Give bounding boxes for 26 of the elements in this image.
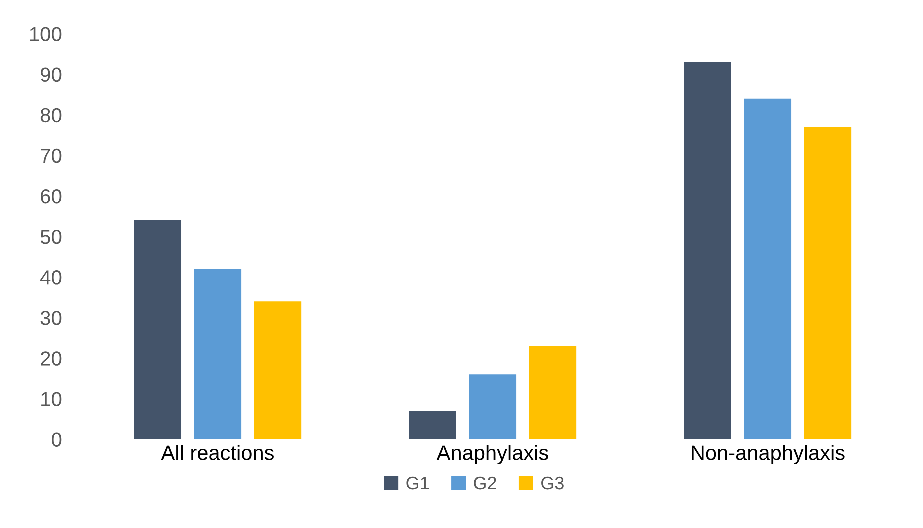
- y-tick-label: 90: [40, 68, 62, 82]
- bar: [469, 374, 517, 440]
- y-tick-label: 10: [42, 392, 62, 406]
- bar: [134, 220, 182, 440]
- legend-label: G2: [474, 476, 496, 490]
- bar: [529, 346, 577, 440]
- bar: [194, 269, 242, 440]
- x-tick-label: All reactions: [161, 445, 274, 460]
- y-tick-label: 20: [41, 352, 62, 366]
- y-tick-label: 100: [30, 27, 62, 42]
- bar: [684, 62, 732, 440]
- bar: [744, 98, 792, 440]
- y-tick-label: 80: [40, 108, 62, 123]
- bar: [254, 302, 302, 440]
- x-tick-label: Non-anaphylaxis: [692, 445, 845, 464]
- x-tick-label: Anaphylaxis: [436, 445, 548, 464]
- y-tick-label: 50: [40, 230, 62, 244]
- y-tick-label: 60: [41, 189, 62, 204]
- legend-label: G3: [542, 476, 564, 490]
- bar: [804, 127, 852, 440]
- y-tick-label: 0: [52, 432, 62, 448]
- y-tick-label: 70: [41, 148, 62, 164]
- legend-label: G1: [406, 476, 429, 490]
- y-tick-label: 30: [40, 311, 62, 326]
- y-tick-label: 40: [40, 270, 62, 285]
- bar: [409, 411, 456, 440]
